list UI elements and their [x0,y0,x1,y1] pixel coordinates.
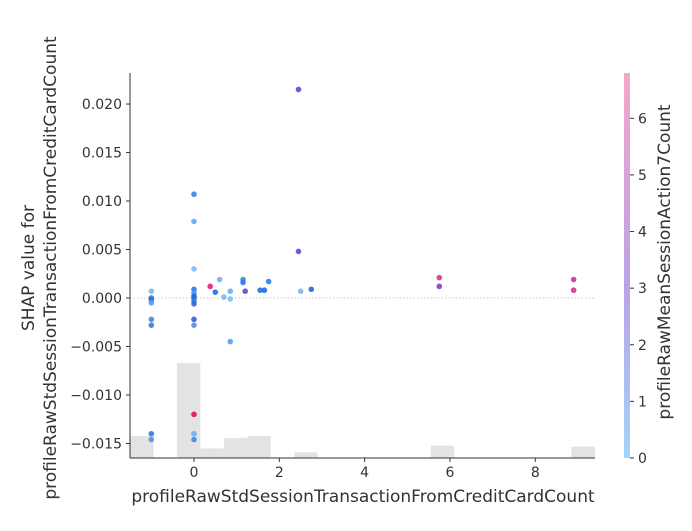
y-tick-label-1: −0.010 [70,388,122,404]
point-24 [216,276,223,283]
x-tick-label-4: 8 [531,465,540,481]
y-axis-label-line2: profileRawStdSessionTransactionFromCredi… [41,36,61,500]
point-30 [240,279,246,286]
point-22 [207,283,214,290]
point-11 [191,286,197,293]
point-34 [265,278,272,285]
point-5 [148,322,155,328]
axes: 0 2 4 6 8 −0.015 −0.010 −0.005 0.000 0.005 0.010 0… [70,73,595,481]
y-tick-label-2: −0.005 [70,339,122,355]
x-tick-label-3: 6 [445,465,454,481]
x-axis-label: profileRawStdSessionTransactionFromCredi… [131,487,595,507]
point-9 [191,218,197,225]
x-ticks: 0 2 4 6 8 [190,458,540,481]
x-tick-label-2: 4 [360,465,369,481]
point-27 [227,296,234,302]
point-17 [191,316,197,323]
colorbar-tick-label-5: 5 [638,168,647,184]
point-18 [191,322,197,328]
point-21 [191,436,197,443]
colorbar-tick-label-4: 4 [638,225,647,241]
y-ticks: −0.015 −0.010 −0.005 0.000 0.005 0.010 0.015 0.… [70,97,130,452]
point-3 [148,300,155,306]
histogram-bar-9 [430,445,455,458]
point-31 [242,288,248,294]
point-26 [227,288,234,294]
colorbar: 0 1 2 3 4 5 6 profileRawMeanSessionAction7Coun… [624,73,675,467]
colorbar-tick-label-3: 3 [638,281,647,297]
y-tick-label-0: −0.015 [70,436,122,452]
y-tick-label-3: 0.000 [82,291,122,307]
point-32 [257,287,263,294]
x-tick-label-0: 0 [190,465,199,481]
y-axis-label-line1: SHAP value for [19,205,39,331]
point-25 [221,294,227,300]
point-4 [148,316,155,323]
colorbar-tick-label-1: 1 [638,394,647,410]
point-39 [436,274,443,281]
colorbar-ticks: 0 1 2 3 4 5 6 [630,111,647,467]
point-38 [308,286,315,293]
point-16 [191,301,197,307]
colorbar-gradient [624,73,630,458]
x-tick-label-1: 2 [275,465,284,481]
histogram-bar-3 [200,448,224,458]
point-36 [295,248,302,255]
point-19 [191,411,197,418]
point-28 [227,338,234,345]
y-tick-label-5: 0.010 [82,194,122,210]
point-0 [148,288,155,294]
point-33 [261,287,268,294]
histogram-bar-5 [247,436,271,458]
point-10 [191,266,197,272]
point-40 [436,283,443,290]
colorbar-tick-label-2: 2 [638,338,647,354]
point-20 [191,430,197,437]
point-23 [212,289,219,295]
colorbar-tick-label-6: 6 [638,111,647,127]
point-37 [297,288,304,294]
colorbar-tick-label-0: 0 [638,451,647,467]
point-8 [191,191,197,198]
point-6 [148,430,155,437]
y-tick-label-4: 0.005 [82,242,122,258]
histogram-bar-4 [223,438,248,458]
histogram-bar-7 [294,452,318,458]
histogram-bar-0 [130,436,154,458]
histogram-bar-2 [176,363,201,458]
point-41 [570,276,577,283]
point-7 [148,436,155,443]
y-tick-label-7: 0.020 [82,97,122,113]
feature-histogram [130,363,595,458]
scatter-points [148,86,577,443]
point-42 [570,287,577,294]
y-tick-label-6: 0.015 [82,146,122,162]
histogram-bar-11 [571,446,595,458]
colorbar-label: profileRawMeanSessionAction7Count [655,104,675,420]
point-35 [295,86,302,93]
